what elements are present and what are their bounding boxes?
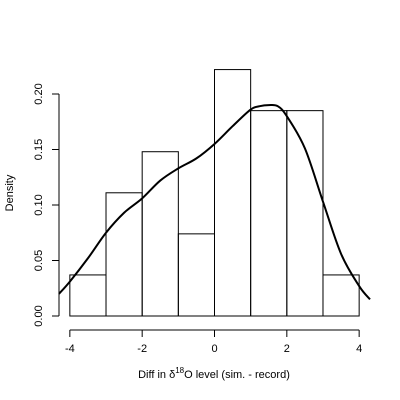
histogram-bar bbox=[69, 274, 107, 317]
x-axis-tick-label: 4 bbox=[356, 343, 362, 355]
histogram-bar bbox=[177, 233, 215, 317]
y-axis-tick-label: 0.10 bbox=[33, 194, 45, 215]
y-axis-tick-label: 0.00 bbox=[33, 305, 45, 326]
y-axis-title: Density bbox=[4, 174, 16, 211]
x-axis-title-superscript: 18 bbox=[175, 366, 184, 375]
histogram-bar bbox=[322, 274, 360, 317]
x-axis-tick-label: -4 bbox=[65, 343, 75, 355]
y-axis-tick-label: 0.05 bbox=[33, 250, 45, 271]
x-axis-title-suffix: O level (sim. - record) bbox=[184, 369, 290, 381]
histogram-bar bbox=[250, 110, 288, 317]
x-axis-tick-label: -2 bbox=[137, 343, 147, 355]
density-curve bbox=[58, 103, 371, 301]
x-axis-title-prefix: Diff in bbox=[138, 369, 169, 381]
x-axis: -4 -2 0 2 4 bbox=[65, 329, 362, 355]
histogram-bars bbox=[69, 69, 360, 317]
x-axis-title: Diff in δ18O level (sim. - record) bbox=[138, 366, 290, 381]
histogram-bar bbox=[141, 151, 179, 317]
x-axis-tick-label: 0 bbox=[211, 343, 217, 355]
x-axis-tick-label: 2 bbox=[284, 343, 290, 355]
x-axis-title-delta: δ bbox=[169, 369, 175, 381]
y-axis-tick-label: 0.15 bbox=[33, 139, 45, 160]
y-axis: 0.00 0.05 0.10 0.15 0.20 bbox=[33, 83, 60, 327]
histogram-bar bbox=[105, 192, 143, 317]
histogram-bar bbox=[286, 110, 324, 317]
histogram-bar bbox=[214, 69, 252, 317]
y-axis-tick-label: 0.20 bbox=[33, 83, 45, 104]
